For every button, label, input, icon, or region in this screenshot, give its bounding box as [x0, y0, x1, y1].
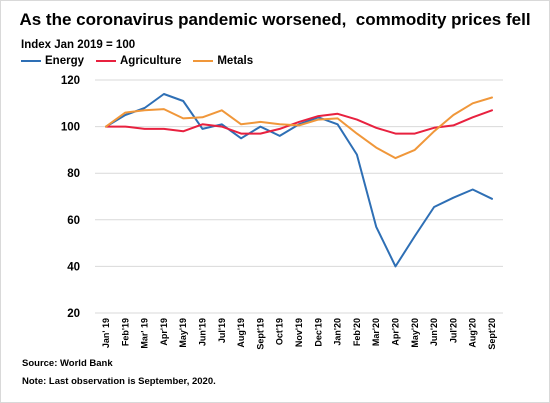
x-tick-label-17: Jun'20 [429, 318, 439, 346]
y-tick-label-40: 40 [67, 261, 80, 273]
x-tick-label-12: Jan'20 [333, 318, 343, 346]
y-tick-label-60: 60 [67, 215, 80, 227]
x-tick-label-2: Mar' 19 [140, 318, 150, 349]
legend-label-metals: Metals [217, 55, 254, 67]
x-tick-label-19: Aug'20 [468, 318, 478, 348]
x-tick-label-5: Jun'19 [198, 318, 208, 346]
x-tick-label-20: Sept'20 [487, 318, 497, 350]
x-tick-label-13: Feb'20 [352, 318, 362, 346]
x-tick-label-8: Sept'19 [255, 318, 265, 350]
x-tick-label-11: Dec'19 [313, 318, 323, 347]
source-note: Source: World Bank [22, 358, 113, 369]
x-tick-label-16: May'20 [410, 318, 420, 348]
x-tick-label-1: Feb'19 [120, 318, 130, 346]
legend-swatch-agriculture [96, 60, 116, 62]
x-tick-label-0: Jan' 19 [101, 318, 111, 348]
legend-item-metals: Metals [193, 55, 253, 67]
x-tick-label-10: Nov'19 [294, 318, 304, 347]
legend-swatch-metals [193, 60, 214, 62]
legend: Energy Agriculture Metals [21, 55, 265, 67]
series-line-metals [105, 96, 493, 160]
y-tick-label-20: 20 [67, 308, 80, 320]
x-tick-label-15: Apr'20 [391, 318, 401, 346]
x-tick-label-4: May'19 [178, 318, 188, 348]
y-axis-label: Index Jan 2019 = 100 [21, 39, 136, 51]
x-tick-label-14: Mar'20 [371, 318, 381, 346]
chart-title: As the coronavirus pandemic worsened, co… [19, 10, 531, 29]
y-tick-label-120: 120 [61, 75, 80, 87]
x-tick-label-3: Apr'19 [159, 318, 169, 346]
x-tick-label-6: Jul'19 [217, 318, 227, 343]
y-tick-label-100: 100 [61, 122, 80, 134]
footnote: Note: Last observation is September, 202… [22, 376, 216, 387]
legend-item-energy: Energy [21, 55, 84, 67]
legend-item-agriculture: Agriculture [96, 55, 181, 67]
y-tick-label-80: 80 [67, 168, 80, 180]
series-line-energy [105, 93, 493, 268]
x-tick-label-7: Aug'19 [236, 318, 246, 348]
x-tick-label-9: Oct'19 [275, 318, 285, 345]
legend-label-agriculture: Agriculture [120, 55, 182, 67]
legend-label-energy: Energy [45, 55, 84, 67]
x-tick-label-18: Jul'20 [448, 318, 458, 343]
legend-swatch-energy [21, 60, 41, 62]
series-line-agriculture [105, 109, 493, 135]
